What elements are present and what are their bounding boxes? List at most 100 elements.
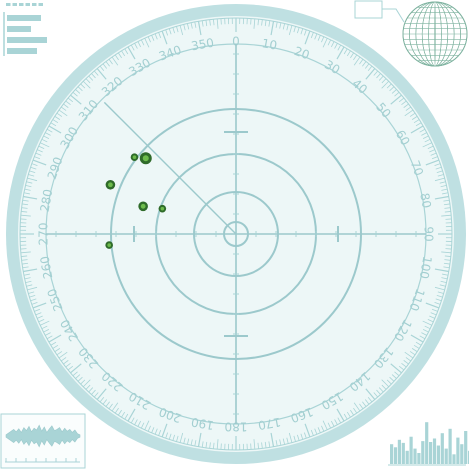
bearing-tick	[127, 408, 136, 422]
hud-dash	[38, 3, 43, 6]
bearing-tick	[54, 348, 61, 352]
bearing-tick	[21, 211, 28, 213]
bearing-tick	[443, 199, 450, 202]
bearing-tick	[45, 132, 51, 136]
bearing-tick	[362, 401, 367, 407]
bearing-tick	[105, 61, 110, 67]
bearing-tick	[415, 341, 422, 346]
bearing-tick	[102, 399, 108, 405]
bearing-tick	[303, 29, 307, 36]
bearing-label: 80	[417, 192, 433, 209]
bearing-tick	[425, 159, 440, 166]
bearing-tick	[147, 36, 151, 43]
bearing-tick	[427, 145, 434, 149]
bearing-tick	[288, 432, 293, 443]
bearing-tick	[127, 46, 136, 60]
bearing-tick	[353, 407, 358, 414]
bearing-label: 180	[225, 420, 248, 434]
bearing-tick	[77, 376, 83, 382]
bearing-tick	[430, 152, 437, 156]
bearing-tick	[183, 24, 186, 31]
bearing-tick	[179, 432, 184, 443]
radar-blip	[130, 153, 139, 162]
bearing-tick	[213, 19, 215, 26]
bearing-tick	[77, 86, 83, 92]
bearing-tick	[61, 357, 67, 362]
bearing-tick	[96, 388, 107, 400]
bearing-tick	[130, 44, 135, 51]
bearing-label: 0	[232, 35, 240, 49]
blip-inner	[108, 182, 113, 188]
bearing-tick	[373, 70, 379, 76]
bearing-tick	[441, 251, 452, 254]
bearing-tick	[72, 371, 78, 377]
bearing-tick	[108, 403, 113, 409]
bearing-tick	[28, 291, 35, 294]
bearing-tick	[394, 91, 400, 97]
bearing-tick	[275, 440, 278, 447]
bearing-tick	[264, 441, 267, 448]
bearing-tick	[441, 188, 448, 191]
equalizer-bar	[409, 436, 413, 464]
bearing-tick	[386, 379, 392, 385]
bearing-tick	[46, 335, 53, 340]
bearing-tick	[20, 214, 31, 217]
equalizer-bar	[464, 431, 468, 464]
bearing-tick	[409, 351, 416, 356]
bearing-tick	[253, 18, 256, 29]
bearing-tick	[268, 20, 271, 27]
bearing-tick	[288, 25, 293, 36]
bearing-tick	[434, 163, 441, 167]
bearing-tick	[32, 302, 47, 309]
bearing-tick	[422, 320, 432, 326]
bearing-tick	[23, 268, 38, 273]
bearing-tick	[165, 432, 169, 439]
bearing-tick	[134, 419, 138, 425]
hud-box	[354, 0, 383, 19]
bearing-tick	[168, 28, 172, 35]
equalizer-bar	[440, 433, 444, 464]
bearing-label: 280	[38, 188, 56, 213]
bearing-tick	[134, 43, 138, 49]
bearing-tick	[140, 39, 145, 46]
bearing-tick	[391, 374, 397, 379]
bearing-tick	[430, 312, 437, 316]
bearing-tick	[424, 138, 431, 143]
bearing-tick	[441, 214, 452, 217]
bearing-tick	[434, 301, 441, 305]
bearing-tick	[201, 441, 204, 448]
bearing-tick	[440, 280, 447, 283]
bearing-tick	[435, 166, 442, 170]
bearing-tick	[151, 427, 155, 433]
bearing-tick	[444, 255, 451, 257]
bearing-tick	[50, 122, 57, 127]
bearing-tick	[365, 68, 376, 80]
bearing-tick	[314, 33, 318, 40]
bearing-tick	[70, 363, 82, 374]
bearing-tick	[381, 379, 390, 388]
bearing-tick	[56, 112, 63, 117]
bearing-tick	[346, 411, 351, 418]
bearing-tick	[176, 435, 179, 442]
equalizer-bar	[456, 437, 460, 464]
bearing-tick	[114, 407, 119, 414]
bearing-tick	[111, 56, 119, 66]
equalizer-bar	[393, 447, 398, 464]
bearing-tick	[442, 273, 449, 276]
bearing-tick	[293, 435, 296, 442]
bearing-tick	[121, 50, 126, 57]
bearing-tick	[435, 298, 442, 302]
bearing-tick	[300, 433, 304, 440]
bearing-tick	[403, 360, 409, 365]
equalizer-bar	[436, 445, 440, 464]
bearing-tick	[187, 438, 190, 445]
bearing-label: 270	[37, 223, 51, 246]
bearing-tick	[23, 273, 30, 276]
bearing-tick	[282, 438, 285, 445]
bearing-tick	[216, 18, 219, 29]
bearing-tick	[389, 86, 395, 92]
bearing-tick	[398, 365, 405, 371]
radar-blip	[139, 152, 152, 165]
bearing-tick	[300, 28, 304, 35]
